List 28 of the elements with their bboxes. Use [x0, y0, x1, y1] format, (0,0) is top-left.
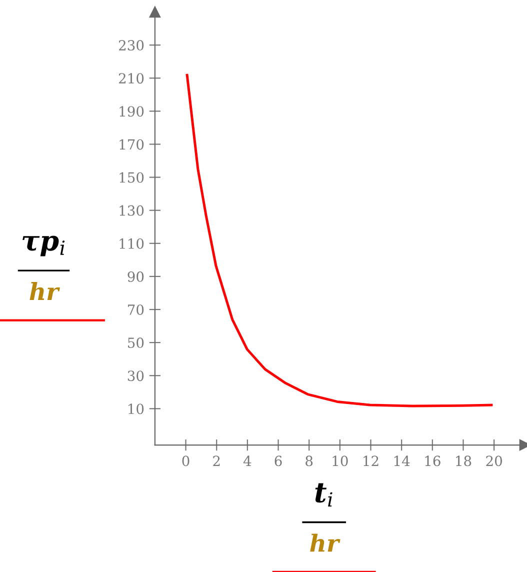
text: hr: [30, 282, 60, 300]
y-tick-label: 190: [120, 106, 144, 117]
y-tick-label: 230: [118, 40, 144, 51]
x-tick-label: 12: [364, 456, 378, 466]
x-tick-label: 8: [306, 456, 313, 466]
x-tick-label: 16: [425, 456, 440, 466]
y-tick-label: 150: [120, 172, 144, 183]
text: hr: [310, 534, 340, 552]
y-tick-label: 30: [128, 370, 144, 382]
y-axis-title: τp$_{i}$: [22, 236, 65, 256]
line-series: [186, 74, 493, 408]
x-axis-title: t$_{i}$: [315, 483, 332, 506]
y-tick-label: 70: [128, 304, 144, 315]
x-tick-label: 18: [456, 456, 472, 466]
x-tick-label: 6: [274, 456, 282, 466]
x-tick-label: 4: [243, 456, 252, 466]
y-tick-label: 210: [118, 73, 144, 84]
y-tick-label: 10: [128, 404, 144, 414]
x-tick-label: 14: [394, 456, 410, 466]
x-tick-label: 0: [182, 456, 190, 466]
y-tick-label: 50: [128, 338, 144, 348]
y-tick-label: 110: [120, 238, 144, 249]
y-tick-label: 90: [128, 271, 144, 282]
x-tick-label: 20: [486, 456, 502, 466]
y-tick-label: 170: [120, 139, 144, 150]
x-tick-label: 2: [213, 456, 220, 466]
x-tick-label: 10: [332, 456, 348, 466]
y-tick-label: 130: [120, 205, 144, 216]
